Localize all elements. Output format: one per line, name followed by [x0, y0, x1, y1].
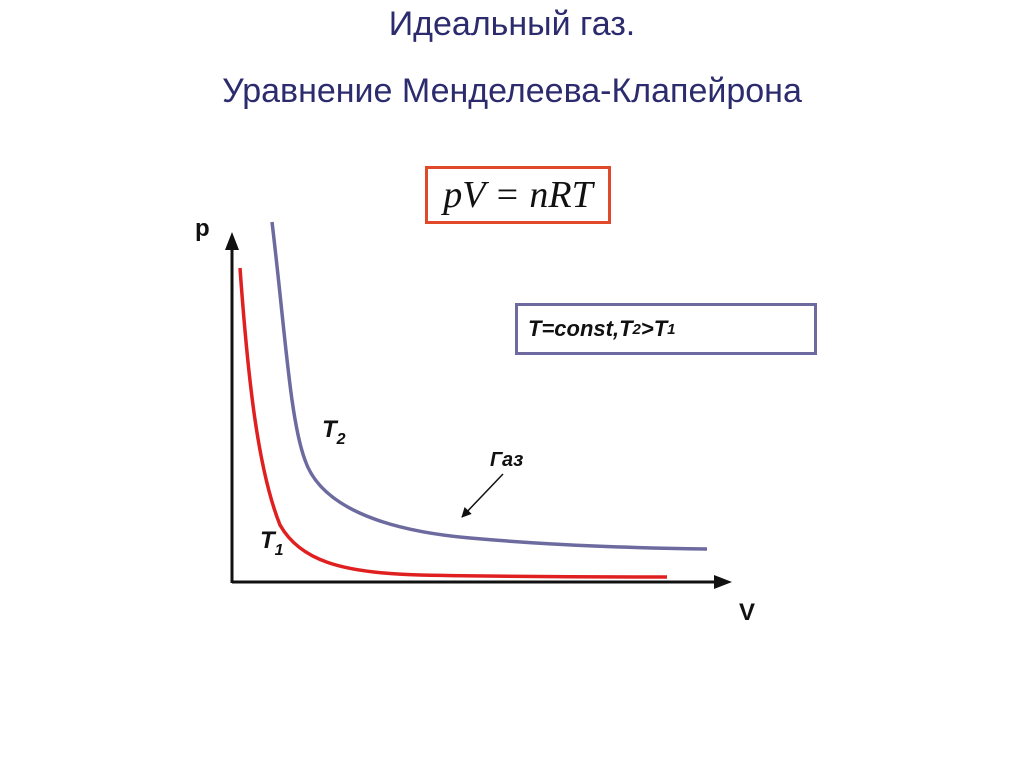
- t1-curve-sub: 1: [275, 542, 284, 559]
- t1-isotherm-curve: [238, 267, 668, 579]
- t2-curve-label: T2: [322, 416, 346, 448]
- x-axis-arrow-icon: [714, 575, 732, 589]
- gas-annotation-arrow: [461, 473, 504, 518]
- y-axis-label: p: [195, 215, 210, 242]
- formula-box: pV = nRT: [425, 166, 611, 224]
- y-axis-arrow-icon: [225, 232, 239, 250]
- t1-curve-letter: T: [260, 527, 277, 554]
- formula-text: pV = nRT: [443, 174, 593, 216]
- condition-t2-sub: 2: [632, 320, 641, 338]
- title-line-2: Уравнение Менделеева-Клапейрона: [222, 72, 802, 110]
- x-axis-label: V: [739, 599, 755, 626]
- t2-curve-letter: T: [322, 416, 339, 443]
- condition-t1-sub: 1: [667, 320, 676, 338]
- t2-isotherm-curve: [270, 221, 708, 551]
- t1-curve-label: T1: [260, 527, 284, 559]
- gas-annotation-label: Газ: [490, 449, 523, 471]
- condition-t2: T: [619, 316, 633, 341]
- condition-gt: >T: [640, 316, 668, 341]
- t2-curve-sub: 2: [336, 431, 346, 448]
- condition-prefix: T=const,: [528, 316, 620, 341]
- title-line-1: Идеальный газ.: [388, 5, 636, 43]
